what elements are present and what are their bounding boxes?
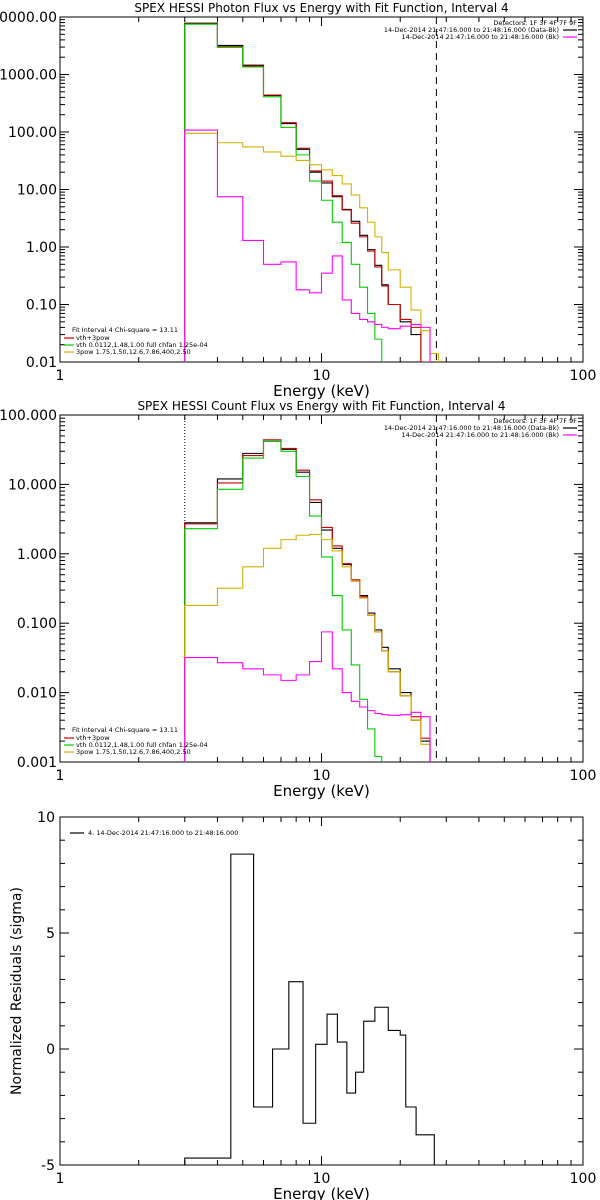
series-vth [184,440,383,762]
plot-frame [59,414,584,763]
y-tick-label: 10 [37,810,55,826]
fit-legend-item: vth 0.0112,1.48,1.00 full chfan 1.25e-04 [76,741,208,749]
y-tick-label: 0.010 [17,686,57,702]
fit-legend-item: vth 0.0112,1.48,1.00 full chfan 1.25e-04 [76,341,208,349]
y-tick-label: 0 [46,1042,55,1058]
x-tick-label: 10 [313,368,331,384]
fit-legend-item: 3pow 1.75,1.50,12.6,7.86,400,2.50 [76,748,191,756]
y-tick-label: 0.100 [17,616,57,632]
fit-legend-item: vth+3pow [76,334,110,342]
series-bk [184,129,431,362]
x-tick-label: 100 [570,768,597,784]
y-tick-label: 1.000 [17,547,57,563]
series-data-bk [184,440,431,762]
chart-title: SPEX HESSI Count Flux vs Energy with Fit… [137,399,505,413]
y-axis-label: Normalized Residuals (sigma) [9,887,25,1095]
y-tick-label: 10.00 [17,183,57,199]
header-legend-text: Detectors: 1F 3F 4F 7F 9F [493,19,577,27]
x-tick-label: 1 [56,768,65,784]
series-vth [184,23,383,362]
series-3pow [184,132,439,362]
x-tick-label: 10 [313,1171,331,1187]
fit-legend-title: Fit Interval 4 Chi-square = 13.11 [72,726,178,734]
y-tick-label: -5 [41,1158,55,1174]
y-tick-label: 10.000 [8,477,57,493]
series-data-bk [184,22,422,362]
plot-frame [59,816,584,1166]
fit-legend-item: 3pow 1.75,1.50,12.6,7.86,400,2.50 [76,348,191,356]
header-legend-text: 14-Dec-2014 21:47:16.000 to 21:48:16.000… [402,33,560,41]
y-tick-label: 1000.00 [0,68,57,84]
x-tick-label: 10 [313,768,331,784]
series-vth-3pow [184,23,431,362]
x-axis-label: Energy (keV) [273,782,370,800]
header-legend-text: 14-Dec-2014 21:47:16.000 to 21:48:16.000… [384,424,559,432]
fit-legend-title: Fit Interval 4 Chi-square = 13.11 [72,326,178,334]
y-tick-label: 100.000 [0,408,57,424]
x-tick-label: 100 [570,368,597,384]
x-tick-label: 100 [570,1171,597,1187]
series-bk [184,631,431,762]
plot-area [184,415,437,762]
x-tick-label: 1 [56,1171,65,1187]
plot-area [184,17,439,362]
series-3pow [184,533,431,762]
y-tick-label: 5 [46,926,55,942]
y-tick-label: 0.001 [17,755,57,771]
x-tick-label: 1 [56,368,65,384]
y-tick-label: 1.00 [26,240,57,256]
header-legend-text: 14-Dec-2014 21:47:16.000 to 21:48:16.000… [384,26,559,34]
fit-legend-item: vth+3pow [76,734,110,742]
y-tick-label: 10000.00 [0,10,57,26]
y-tick-label: 0.10 [26,298,57,314]
x-axis-label: Energy (keV) [273,382,370,400]
y-tick-label: 0.01 [26,355,57,371]
x-axis-label: Energy (keV) [273,1185,370,1200]
chart-panel-1: SPEX HESSI Photon Flux vs Energy with Fi… [0,1,597,400]
series-4-14-dec-2014-21-47-16-000-to-21-48-16-000 [184,853,439,1165]
chart-title: SPEX HESSI Photon Flux vs Energy with Fi… [134,1,508,15]
header-legend-text: 14-Dec-2014 21:47:16.000 to 21:48:16.000… [402,431,560,439]
residual-legend-text: 4. 14-Dec-2014 21:47:16.000 to 21:48:16.… [88,829,238,837]
header-legend-text: Detectors: 1F 3F 4F 7F 9F [493,417,577,425]
y-tick-label: 100.00 [8,125,57,141]
plot-area [184,853,439,1165]
chart-panel-2: SPEX HESSI Count Flux vs Energy with Fit… [0,399,596,800]
